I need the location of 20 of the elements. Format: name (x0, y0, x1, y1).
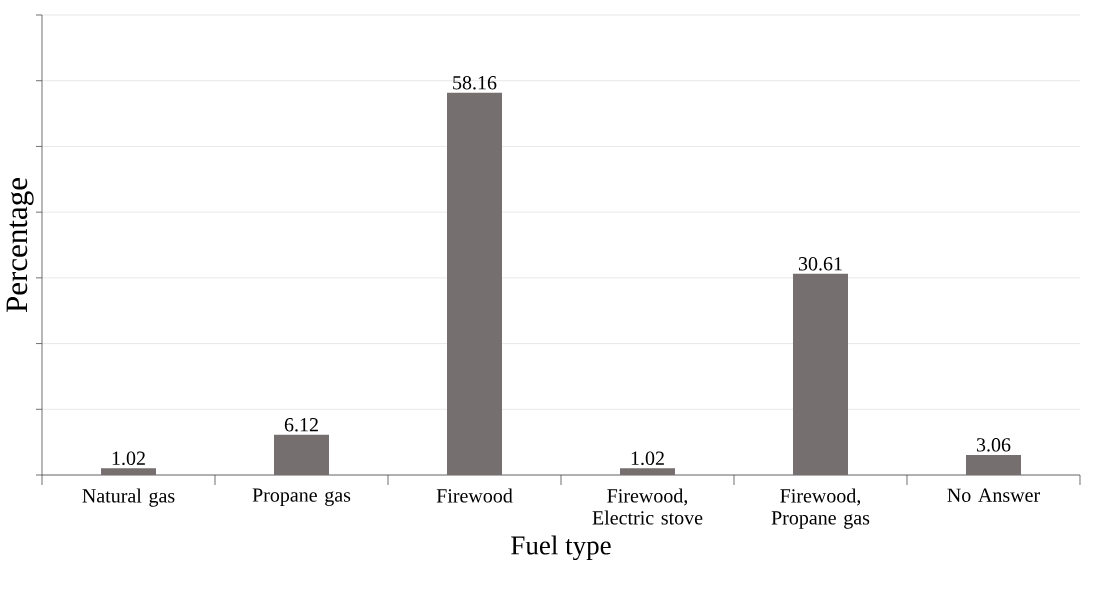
bar (274, 434, 329, 475)
data-label: 58.16 (453, 76, 497, 90)
x-tick-label: No Answer (947, 488, 1040, 502)
x-tick-label: Firewood, Electric stove (592, 488, 703, 525)
x-tick-label: Propane gas (252, 488, 351, 506)
bar (965, 454, 1021, 475)
x-axis-title: Fuel type (511, 535, 611, 561)
data-label: 1.02 (631, 451, 664, 466)
bar (620, 468, 675, 475)
x-tick-label: Natural gas (82, 488, 175, 507)
data-label: 6.12 (284, 418, 318, 432)
x-tick-label: Firewood (436, 488, 513, 503)
bar (447, 92, 502, 475)
data-label: 30.61 (798, 257, 842, 271)
x-tick-label: Firewood, Propane gas (771, 488, 870, 529)
data-label: 3.06 (976, 438, 1011, 452)
data-label: 1.02 (112, 451, 145, 466)
y-axis-title: Percentage (6, 178, 34, 313)
bar (101, 468, 156, 475)
bar (792, 273, 848, 475)
